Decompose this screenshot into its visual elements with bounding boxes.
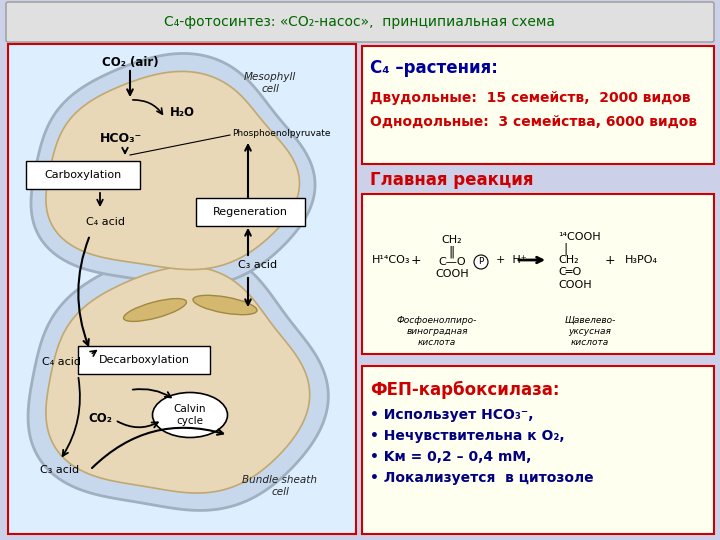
Text: Главная реакция: Главная реакция xyxy=(370,171,534,189)
Ellipse shape xyxy=(124,299,186,321)
Text: ФЕП-карбоксилаза:: ФЕП-карбоксилаза: xyxy=(370,381,559,399)
FancyBboxPatch shape xyxy=(6,2,714,42)
Polygon shape xyxy=(31,53,315,286)
FancyBboxPatch shape xyxy=(78,346,210,374)
FancyBboxPatch shape xyxy=(362,366,714,534)
Text: COOH: COOH xyxy=(558,280,592,290)
Text: H₃PO₄: H₃PO₄ xyxy=(625,255,658,265)
Text: • Локализуется  в цитозоле: • Локализуется в цитозоле xyxy=(370,471,593,485)
Polygon shape xyxy=(46,71,300,269)
Text: • Kм = 0,2 – 0,4 mM,: • Kм = 0,2 – 0,4 mM, xyxy=(370,450,531,464)
Text: Двудольные:  15 семейств,  2000 видов: Двудольные: 15 семейств, 2000 видов xyxy=(370,91,690,105)
Text: Calvin
cycle: Calvin cycle xyxy=(174,404,206,426)
Text: CH₂: CH₂ xyxy=(441,235,462,245)
Text: C₃ acid: C₃ acid xyxy=(238,260,278,270)
Text: P: P xyxy=(478,258,484,267)
Text: HCO₃⁻: HCO₃⁻ xyxy=(100,132,143,145)
Text: C₄ acid: C₄ acid xyxy=(42,357,81,367)
Text: Фосфоенолпиро-
виноградная
кислота: Фосфоенолпиро- виноградная кислота xyxy=(397,316,477,347)
FancyBboxPatch shape xyxy=(196,198,305,226)
Text: Mesophyll
cell: Mesophyll cell xyxy=(244,72,296,93)
FancyBboxPatch shape xyxy=(26,161,140,189)
Ellipse shape xyxy=(153,393,228,437)
Text: C—O: C—O xyxy=(438,257,466,267)
Text: Regeneration: Regeneration xyxy=(212,207,287,217)
FancyBboxPatch shape xyxy=(362,194,714,354)
Polygon shape xyxy=(46,267,310,493)
Text: CO₂ (air): CO₂ (air) xyxy=(102,56,158,69)
Polygon shape xyxy=(28,248,328,510)
Text: Decarboxylation: Decarboxylation xyxy=(99,355,189,365)
Text: COOH: COOH xyxy=(435,269,469,279)
Text: +  H⁺: + H⁺ xyxy=(496,255,526,265)
Text: ¹⁴COOH: ¹⁴COOH xyxy=(558,232,600,242)
Text: CO₂: CO₂ xyxy=(88,411,112,424)
FancyBboxPatch shape xyxy=(362,46,714,164)
Ellipse shape xyxy=(193,295,257,315)
Text: H₂O: H₂O xyxy=(170,105,195,118)
Text: +: + xyxy=(410,253,421,267)
Text: C₄ –растения:: C₄ –растения: xyxy=(370,59,498,77)
Text: +: + xyxy=(605,253,616,267)
Text: |: | xyxy=(563,242,567,255)
Text: C₃ acid: C₃ acid xyxy=(40,465,80,475)
FancyBboxPatch shape xyxy=(8,44,356,534)
Text: H¹⁴CO₃: H¹⁴CO₃ xyxy=(372,255,410,265)
Text: Однодольные:  3 семейства, 6000 видов: Однодольные: 3 семейства, 6000 видов xyxy=(370,115,697,129)
Text: C₄ acid: C₄ acid xyxy=(86,217,125,227)
Text: Bundle sheath
cell: Bundle sheath cell xyxy=(243,475,318,497)
Text: C═O: C═O xyxy=(558,267,581,277)
Text: C₄-фотосинтез: «CO₂-насос»,  принципиальная схема: C₄-фотосинтез: «CO₂-насос», принципиальн… xyxy=(164,15,556,29)
Circle shape xyxy=(474,255,488,269)
Text: ‖: ‖ xyxy=(449,246,455,259)
Text: • Нечувствительна к O₂,: • Нечувствительна к O₂, xyxy=(370,429,564,443)
Text: CH₂: CH₂ xyxy=(558,255,579,265)
Text: • Использует HCO₃⁻,: • Использует HCO₃⁻, xyxy=(370,408,534,422)
Text: Щавелево-
уксусная
кислота: Щавелево- уксусная кислота xyxy=(564,316,616,347)
Text: Carboxylation: Carboxylation xyxy=(45,170,122,180)
Text: Phosphoenolpyruvate: Phosphoenolpyruvate xyxy=(232,129,330,138)
